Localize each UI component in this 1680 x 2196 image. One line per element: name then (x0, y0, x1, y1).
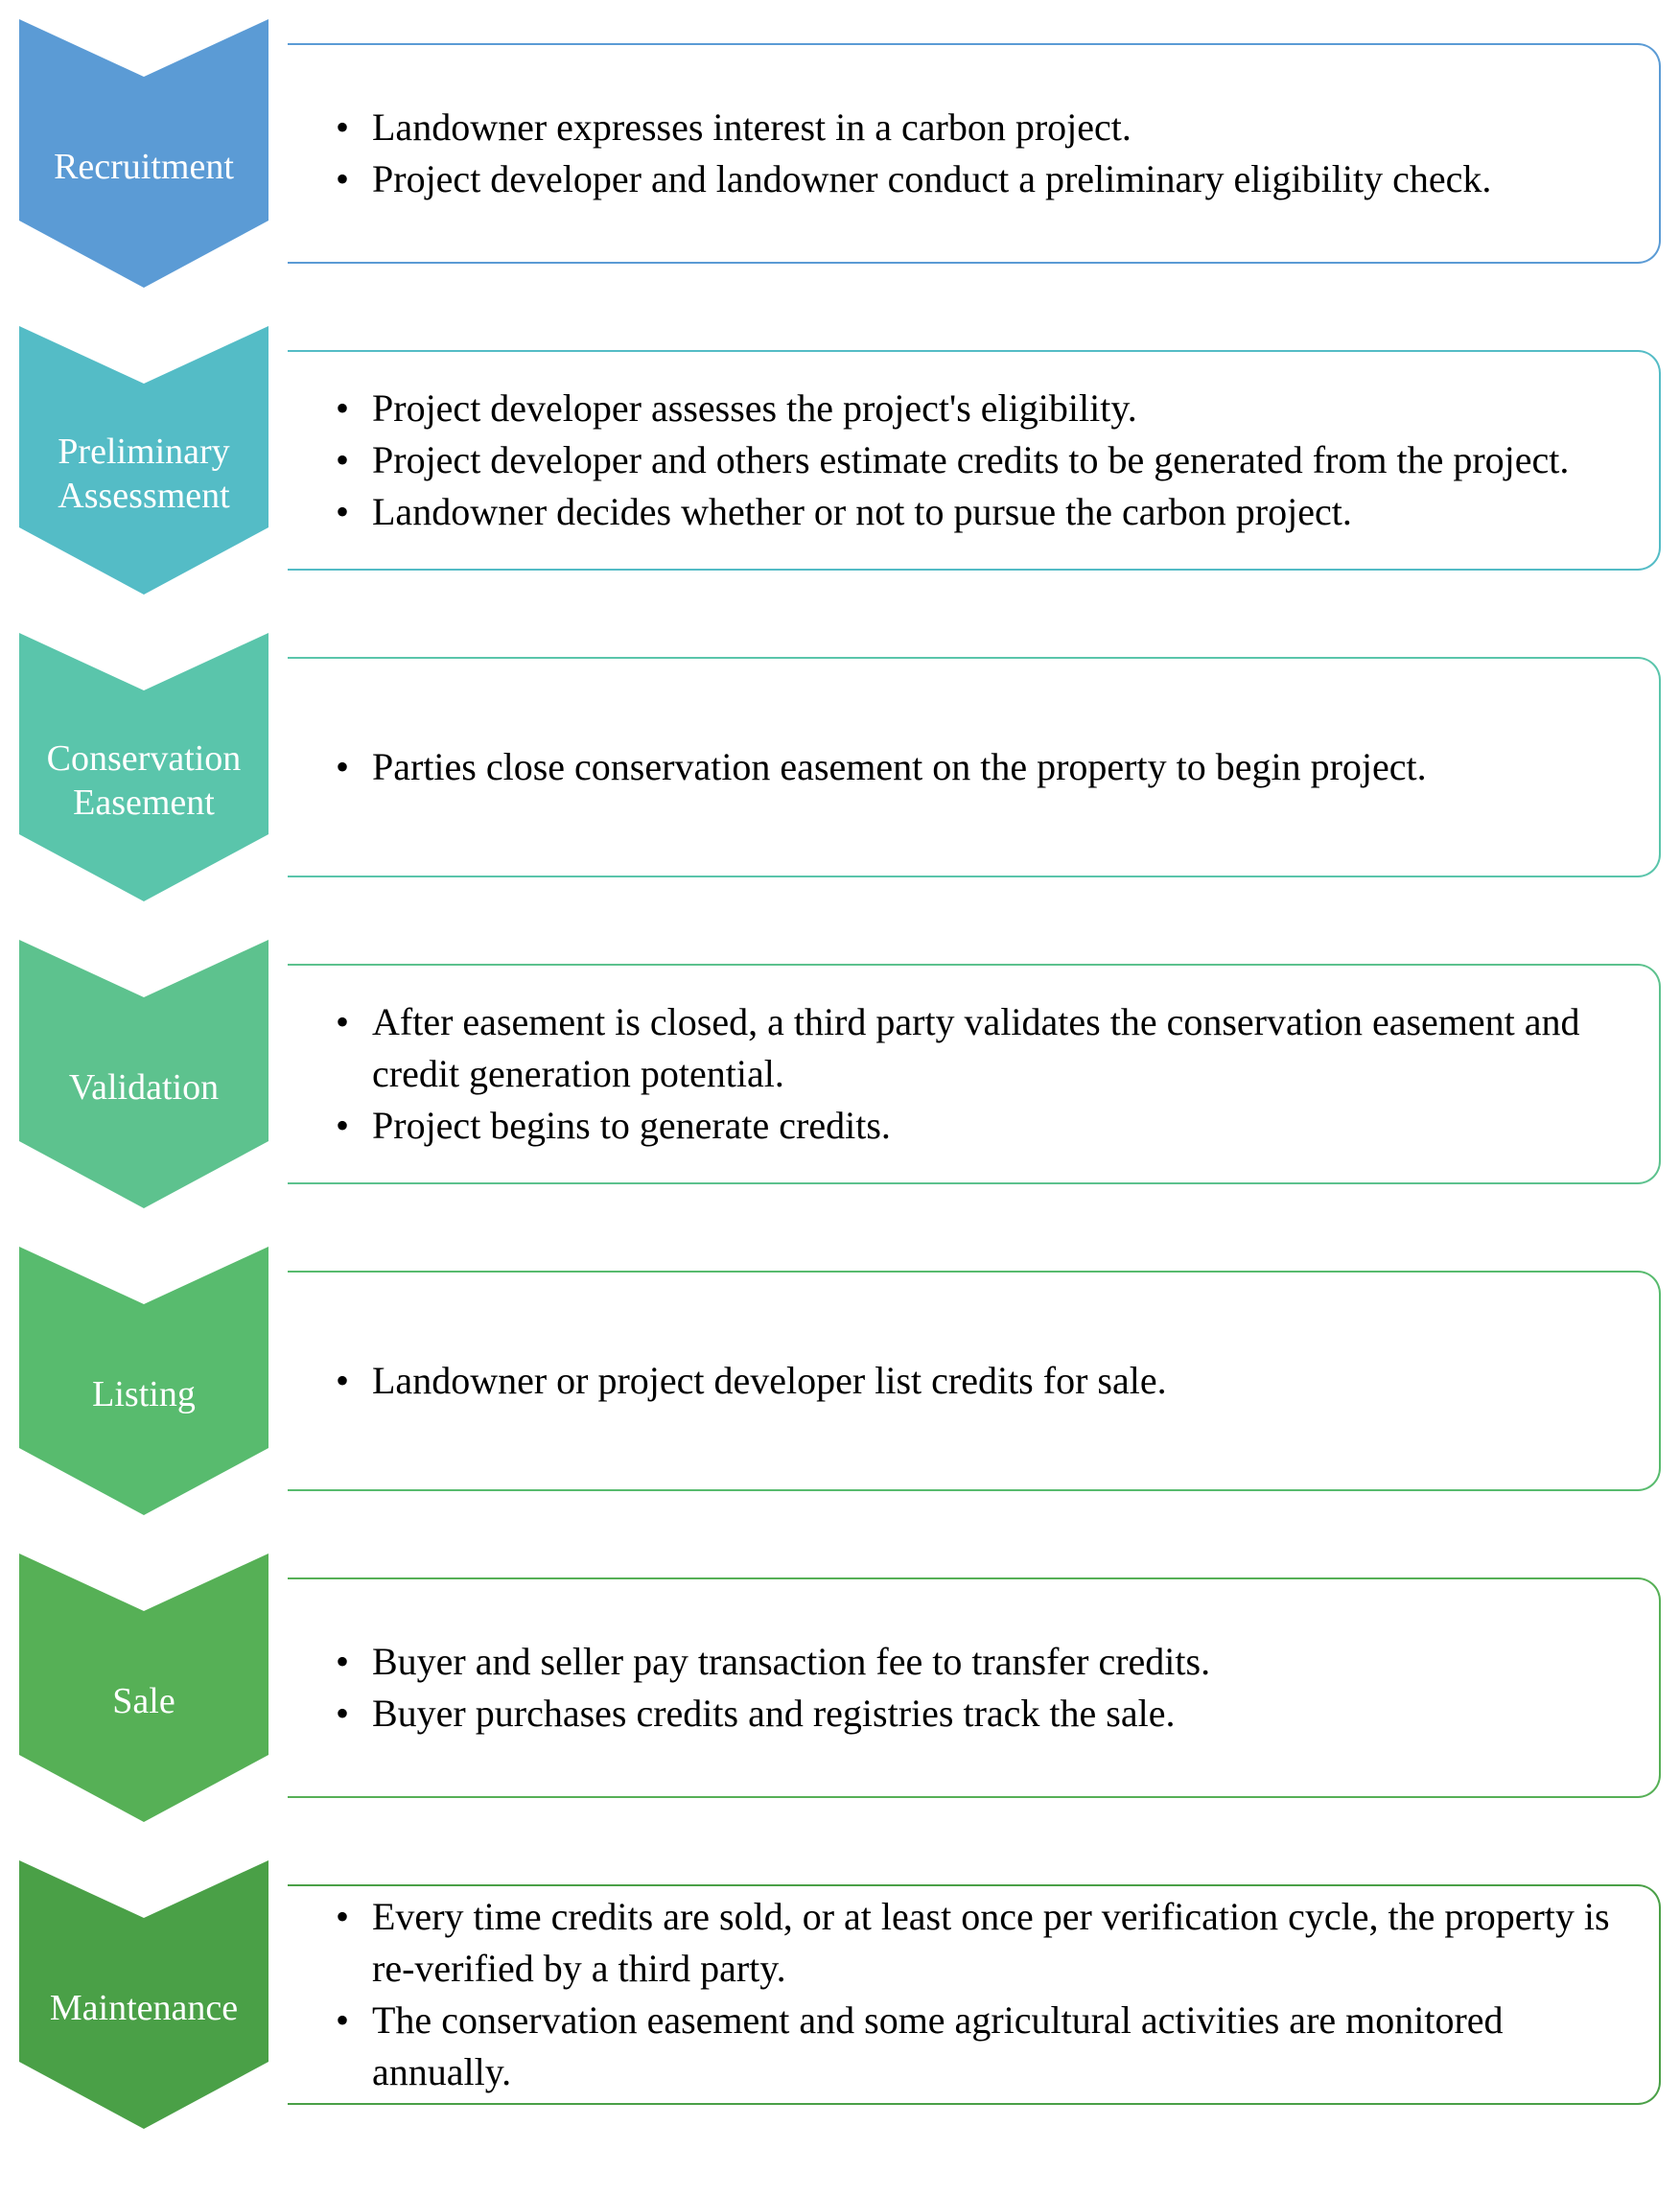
bullet-item: Buyer and seller pay transaction fee to … (336, 1636, 1621, 1688)
bullet-item: Buyer purchases credits and registries t… (336, 1688, 1621, 1740)
chevron-wrap: Validation (19, 940, 268, 1208)
stage-label: Listing (19, 1247, 268, 1515)
chevron-wrap: ConservationEasement (19, 633, 268, 901)
chevron-wrap: Listing (19, 1247, 268, 1515)
bullet-item: After easement is closed, a third party … (336, 996, 1621, 1100)
bullet-item: Every time credits are sold, or at least… (336, 1891, 1621, 1995)
bullet-list: Landowner or project developer list cred… (336, 1355, 1621, 1407)
stage-label: Validation (19, 940, 268, 1208)
bullet-item: Landowner decides whether or not to purs… (336, 486, 1621, 538)
stage-description-box: Buyer and seller pay transaction fee to … (288, 1577, 1661, 1798)
stage-row: Listing Landowner or project developer li… (19, 1247, 1661, 1515)
stage-label: Sale (19, 1554, 268, 1822)
bullet-item: Project developer and landowner conduct … (336, 153, 1621, 205)
bullet-list: Landowner expresses interest in a carbon… (336, 102, 1621, 205)
stage-label: Recruitment (19, 19, 268, 288)
bullet-list: Parties close conservation easement on t… (336, 741, 1621, 793)
bullet-item: Project developer assesses the project's… (336, 383, 1621, 434)
bullet-item: Landowner expresses interest in a carbon… (336, 102, 1621, 153)
stage-description-box: Parties close conservation easement on t… (288, 657, 1661, 877)
chevron-wrap: PreliminaryAssessment (19, 326, 268, 595)
stage-row: Recruitment Landowner expresses interest … (19, 19, 1661, 288)
stage-description-box: After easement is closed, a third party … (288, 964, 1661, 1184)
stage-row: ConservationEasement Parties close conser… (19, 633, 1661, 901)
stage-description-box: Project developer assesses the project's… (288, 350, 1661, 571)
stage-description-box: Landowner expresses interest in a carbon… (288, 43, 1661, 264)
stage-label: PreliminaryAssessment (19, 326, 268, 595)
bullet-list: After easement is closed, a third party … (336, 996, 1621, 1152)
bullet-list: Every time credits are sold, or at least… (336, 1891, 1621, 2098)
stage-label: Maintenance (19, 1860, 268, 2129)
chevron-wrap: Maintenance (19, 1860, 268, 2129)
stage-label: ConservationEasement (19, 633, 268, 901)
bullet-item: Project developer and others estimate cr… (336, 434, 1621, 486)
stage-row: Maintenance Every time credits are sold, … (19, 1860, 1661, 2129)
bullet-list: Buyer and seller pay transaction fee to … (336, 1636, 1621, 1740)
stage-row: Sale Buyer and seller pay transaction fee… (19, 1554, 1661, 1822)
stage-description-box: Landowner or project developer list cred… (288, 1271, 1661, 1491)
chevron-wrap: Recruitment (19, 19, 268, 288)
stage-description-box: Every time credits are sold, or at least… (288, 1884, 1661, 2105)
bullet-item: Landowner or project developer list cred… (336, 1355, 1621, 1407)
chevron-wrap: Sale (19, 1554, 268, 1822)
bullet-item: Parties close conservation easement on t… (336, 741, 1621, 793)
stage-row: PreliminaryAssessment Project developer a… (19, 326, 1661, 595)
stage-row: Validation After easement is closed, a th… (19, 940, 1661, 1208)
bullet-item: Project begins to generate credits. (336, 1100, 1621, 1152)
bullet-list: Project developer assesses the project's… (336, 383, 1621, 538)
process-flow-diagram: Recruitment Landowner expresses interest … (19, 19, 1661, 2129)
bullet-item: The conservation easement and some agric… (336, 1995, 1621, 2098)
